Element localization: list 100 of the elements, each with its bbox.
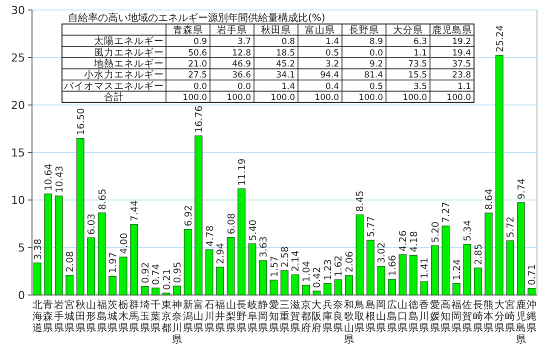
bar [280, 270, 288, 296]
data-label: 7.44 [130, 200, 141, 222]
bar [442, 226, 450, 296]
annotation: 0.0 [237, 82, 251, 92]
data-label: 6.92 [183, 205, 194, 226]
data-label: 2.94 [216, 242, 227, 264]
data-label: 0.74 [151, 264, 162, 285]
annotation: 37.5 [452, 60, 471, 70]
bar [259, 260, 267, 296]
annotation: バイオマスエネルギー [63, 80, 164, 92]
x-tick-label: 和歌山県 [344, 299, 354, 346]
annotation: 0.5 [369, 82, 383, 92]
annotation: 19.2 [452, 37, 471, 48]
x-tick-label: 大分県 [494, 299, 504, 334]
data-label: 1.62 [334, 255, 345, 277]
x-tick-label: 愛知県 [268, 299, 279, 334]
x-tick-label: 山梨県 [226, 299, 236, 334]
data-label: 1.23 [322, 259, 334, 280]
annotation: 12.8 [232, 48, 251, 58]
data-label: 3.02 [376, 242, 388, 264]
annotation: 自給率の高い地域のエネルギー源別年間供給量構成比(%) [68, 12, 326, 24]
annotation: 0.4 [325, 82, 339, 92]
x-tick-label: 島根県 [365, 299, 376, 334]
x-tick-label: 宮城県 [64, 299, 75, 334]
data-label: 4.18 [408, 231, 420, 252]
x-tick-label: 福井県 [215, 299, 226, 334]
data-label: 0.71 [527, 264, 538, 286]
x-tick-label: 岐阜県 [247, 299, 258, 334]
x-tick-label: 東京都 [161, 299, 172, 334]
data-label: 2.06 [344, 251, 356, 272]
bar [398, 254, 407, 296]
annotation: 36.6 [232, 70, 251, 81]
data-label: 0.92 [140, 262, 152, 284]
x-tick-label: 京都府 [300, 299, 311, 334]
bar [474, 268, 482, 296]
x-tick-label: 神奈川県 [172, 299, 182, 346]
annotation: 1.1 [457, 82, 471, 92]
data-label: 1.24 [452, 259, 463, 280]
data-label: 11.19 [237, 158, 248, 186]
bar [140, 286, 149, 296]
data-label: 2.85 [473, 244, 484, 265]
bar [516, 202, 525, 296]
bar [248, 243, 256, 296]
bar [452, 282, 460, 296]
annotation: 1.1 [413, 48, 427, 58]
data-label: 10.64 [44, 164, 55, 191]
annotation: 81.4 [364, 70, 383, 81]
bar [44, 194, 52, 296]
data-label: 2.58 [280, 246, 291, 268]
x-tick-label: 福岡県 [451, 299, 462, 334]
data-label: 4.26 [398, 230, 410, 252]
bar [152, 288, 160, 296]
x-tick-label: 奈良県 [333, 300, 344, 334]
annotation: 6.3 [413, 37, 427, 48]
annotation: 風力エネルギー [94, 46, 164, 58]
bar [291, 274, 300, 296]
annotation: 3.7 [237, 37, 251, 48]
annotation: 秋田県 [261, 24, 291, 36]
x-tick-label: 秋田県 [75, 299, 86, 334]
bar [495, 54, 504, 296]
annotation: 3.2 [325, 60, 339, 70]
annotation: 長野県 [349, 24, 379, 36]
annotation: 15.5 [408, 70, 427, 81]
x-tick-label: 鳥取県 [354, 299, 365, 334]
x-tick-label: 青森県 [43, 299, 54, 334]
data-label: 2.08 [65, 251, 76, 272]
annotation: 23.8 [452, 70, 471, 81]
bar [377, 266, 386, 296]
bar [205, 249, 214, 296]
x-tick-label: 北海道 [32, 299, 42, 334]
bar [302, 284, 310, 296]
data-label: 0.95 [172, 262, 184, 283]
bar [108, 276, 117, 296]
x-tick-label: 徳島県 [408, 300, 418, 334]
bar [528, 288, 536, 296]
data-label: 5.72 [506, 216, 517, 238]
bar [484, 212, 493, 296]
x-tick-label: 兵庫県 [322, 299, 332, 334]
bar [409, 254, 418, 296]
bar [238, 188, 246, 296]
y-tick-label: 30 [11, 4, 25, 17]
data-label: 16.76 [194, 106, 206, 133]
bar [54, 196, 63, 296]
data-label: 2.14 [290, 250, 302, 272]
data-label: 8.45 [355, 190, 366, 212]
bar [334, 279, 342, 296]
bar [216, 266, 224, 296]
x-tick-label: 宮崎県 [505, 299, 516, 334]
data-label: 1.41 [420, 257, 431, 279]
bar [324, 283, 332, 296]
annotation: 19.4 [452, 48, 471, 58]
x-tick-label: 岡山県 [376, 300, 386, 334]
annotation: 0.8 [281, 37, 295, 48]
x-tick-label: 千葉県 [150, 299, 161, 334]
annotation: 3.5 [413, 82, 427, 92]
annotation: 1.4 [281, 82, 295, 92]
y-tick-label: 5 [18, 242, 25, 254]
data-label: 4.78 [204, 225, 216, 247]
annotation: 18.5 [276, 48, 295, 58]
data-label: 4.00 [118, 232, 130, 254]
